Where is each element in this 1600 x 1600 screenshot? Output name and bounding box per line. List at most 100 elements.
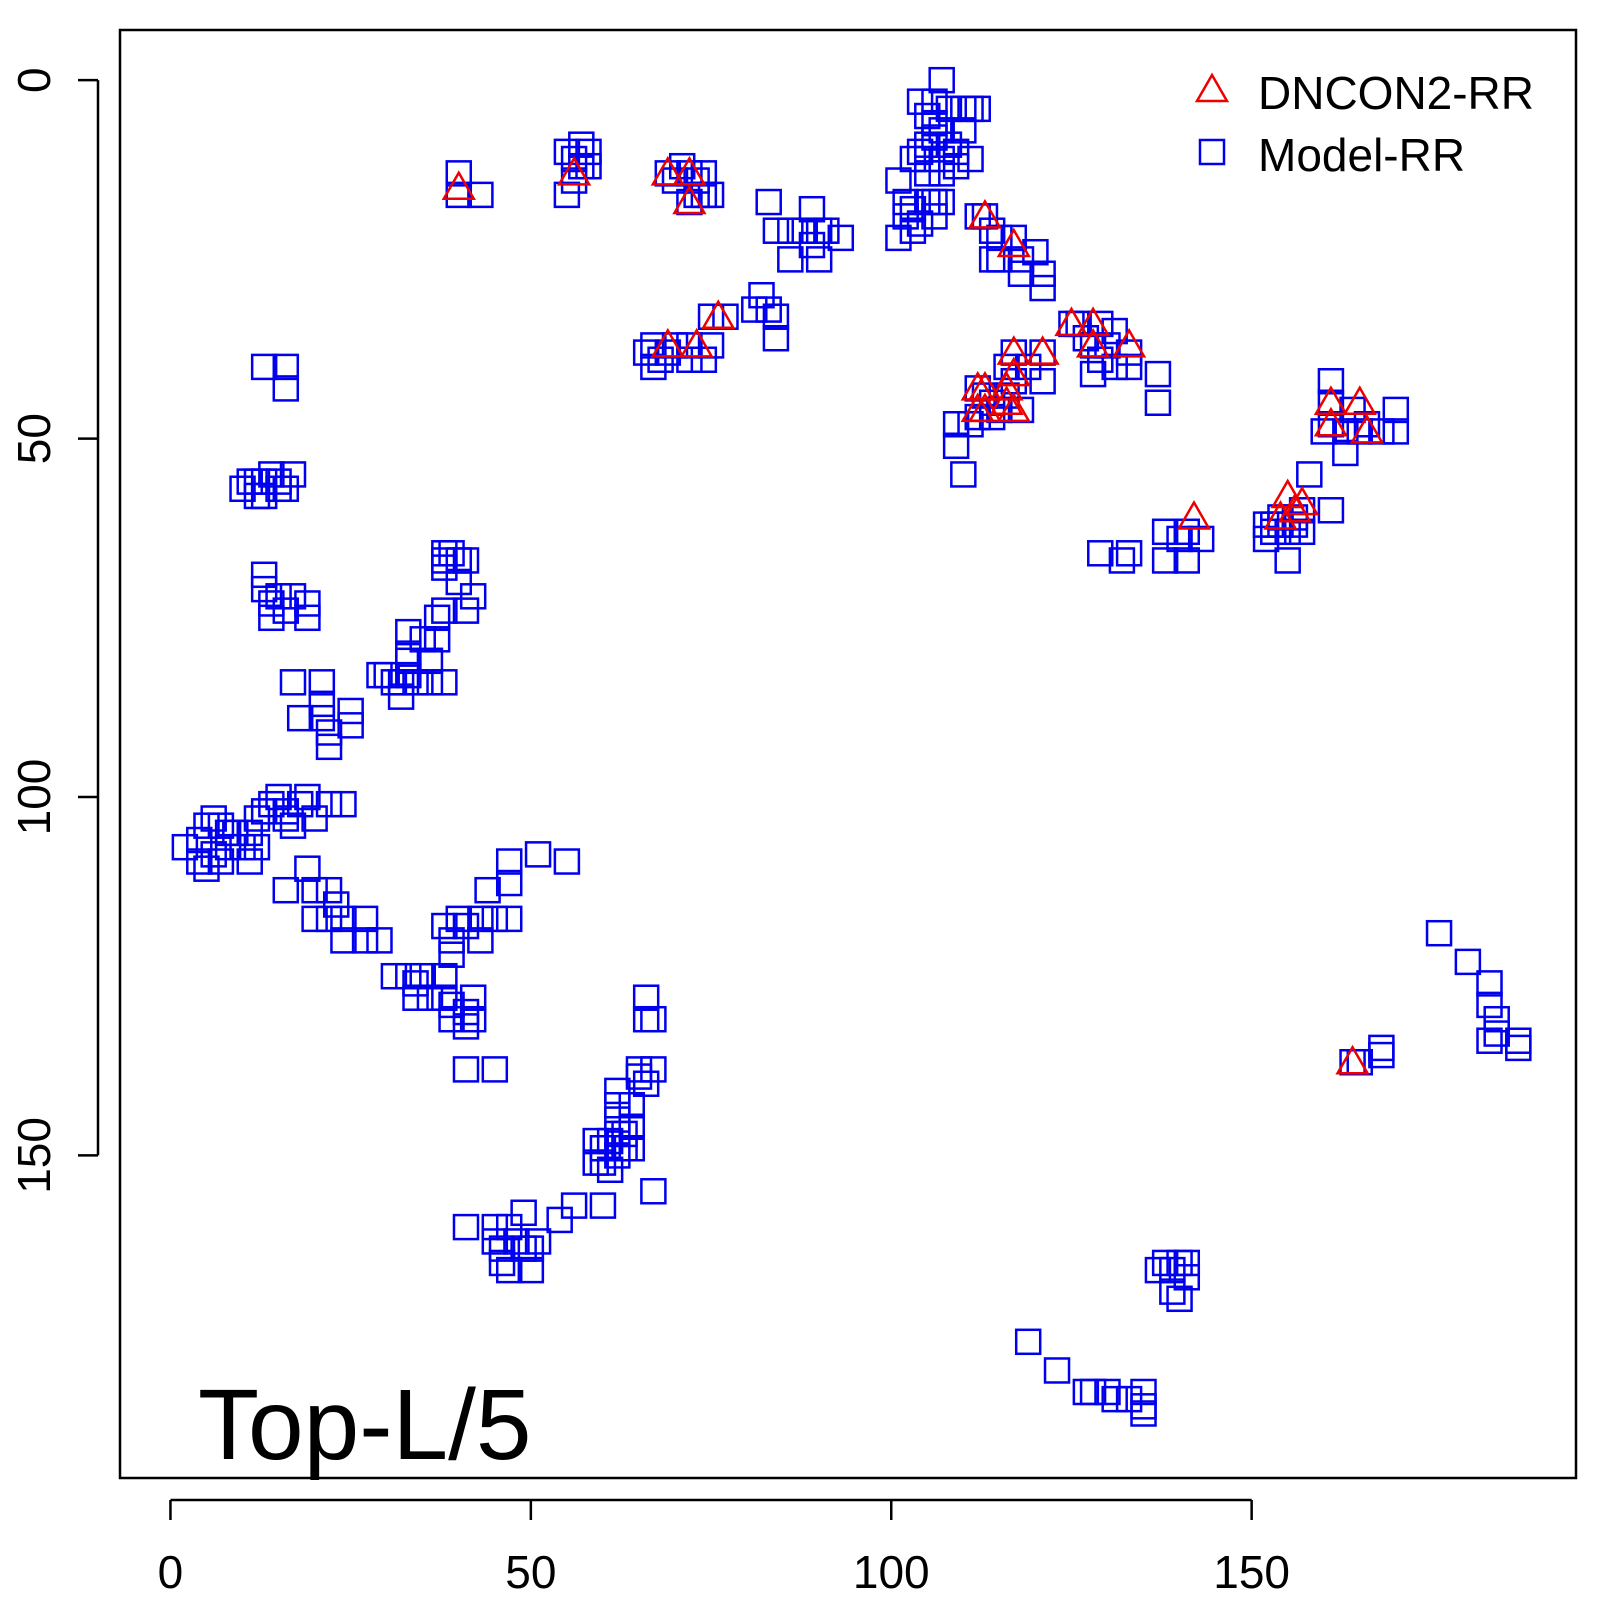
model-rr-point (395, 647, 422, 675)
model-rr-point (272, 353, 300, 381)
model-rr-point (351, 927, 379, 954)
model-rr-point (459, 583, 487, 610)
model-rr-point (250, 561, 278, 589)
model-rr-point (250, 798, 278, 825)
model-rr-point (279, 583, 307, 610)
model-rr-point (258, 461, 285, 488)
model-rr-point (481, 1056, 509, 1083)
model-rr-point (914, 102, 941, 130)
model-rr-point (928, 188, 955, 216)
model-rr-point (914, 145, 941, 173)
model-rr-point (438, 941, 465, 968)
model-rr-point (1274, 518, 1301, 546)
model-rr-point (171, 833, 199, 861)
model-rr-point (1476, 970, 1503, 997)
model-rr-point (1505, 1027, 1532, 1054)
model-rr-point (950, 461, 977, 488)
y-tick-label: 50 (8, 413, 60, 464)
model-rr-point (1007, 260, 1035, 287)
model-rr-point (928, 145, 955, 173)
model-rr-point (423, 626, 451, 653)
model-rr-point (272, 475, 300, 503)
model-rr-point (560, 1192, 588, 1219)
dncon2-rr-point (1111, 327, 1147, 358)
dncon2-rr-point (679, 327, 714, 358)
model-rr-point (236, 819, 263, 847)
model-rr-point (438, 1005, 465, 1033)
model-rr-point (618, 1113, 646, 1141)
model-rr-point (697, 303, 725, 330)
model-rr-point (1029, 367, 1056, 395)
model-rr-point (294, 590, 321, 617)
model-rr-point (618, 1091, 646, 1119)
model-rr-point (1079, 1378, 1107, 1406)
model-rr-point (474, 876, 501, 904)
model-rr-point (193, 812, 220, 839)
model-rr-point (315, 905, 343, 933)
model-rr-point (899, 145, 927, 173)
model-rr-point (1000, 224, 1028, 252)
model-rr-point (337, 712, 364, 739)
model-rr-point (1454, 948, 1482, 976)
dncon2-rr-point (967, 370, 1003, 401)
model-rr-point (330, 905, 357, 933)
model-rr-point (1087, 346, 1114, 373)
model-rr-point (265, 468, 292, 495)
model-rr-point (546, 1206, 573, 1234)
model-rr-point (906, 88, 934, 115)
model-rr-point (438, 540, 465, 567)
x-axis: 0 50 100 150 (158, 1498, 1290, 1598)
model-rr-point (1382, 396, 1410, 424)
dncon2-rr-point (989, 385, 1024, 416)
plot-frame (118, 28, 1578, 1480)
model-rr-point (553, 848, 581, 875)
model-rr-point (524, 1228, 552, 1255)
model-rr-point (431, 597, 458, 624)
model-rr-point (495, 848, 523, 875)
model-rr-point (568, 131, 595, 158)
model-rr-point (921, 203, 948, 230)
model-rr-point (1166, 1285, 1193, 1313)
model-rr-point (935, 131, 963, 158)
model-rr-point (452, 1056, 480, 1083)
model-rr-point (1115, 353, 1143, 381)
model-rr-point (409, 962, 436, 990)
model-rr-point (301, 876, 328, 904)
model-rr-point (885, 167, 912, 194)
model-rr-point (445, 568, 473, 596)
model-rr-point (366, 927, 393, 954)
model-rr-point (741, 296, 768, 323)
model-rr-point (1151, 1249, 1179, 1277)
model-rr-point (647, 346, 674, 373)
model-rr-point (481, 1228, 509, 1255)
dncon2-rr-point (1054, 306, 1089, 337)
model-rr-point (308, 690, 336, 718)
model-rr-point (272, 597, 300, 624)
dncon2-rr-point (1342, 385, 1377, 416)
model-rr-point (697, 181, 725, 209)
model-rr-point (265, 583, 292, 610)
model-rr-point (1173, 1264, 1201, 1291)
model-rr-point (337, 697, 364, 725)
dncon2-rr-point (989, 370, 1024, 401)
model-rr-point (1274, 547, 1301, 574)
model-rr-point (942, 152, 970, 180)
model-rr-point (1115, 1385, 1143, 1413)
model-rr-point (914, 160, 941, 187)
dncon2-rr-point (967, 392, 1003, 423)
model-rr-point (1144, 389, 1172, 417)
model-rr-point (1130, 1393, 1157, 1420)
model-rr-point (1281, 511, 1309, 538)
dncon2-rr-point (1313, 406, 1349, 437)
model-rr-point (805, 246, 833, 273)
model-rr-point (431, 912, 458, 940)
model-rr-point (452, 1013, 480, 1040)
model-rr-point (308, 704, 336, 732)
model-rr-point (250, 353, 278, 381)
model-rr-point (1483, 1005, 1510, 1033)
model-rr-point (258, 604, 285, 632)
dncon2-rr-point (1075, 327, 1111, 358)
model-rr-point (1007, 246, 1035, 273)
y-tick-label: 100 (8, 759, 60, 836)
model-rr-point (1173, 547, 1201, 574)
